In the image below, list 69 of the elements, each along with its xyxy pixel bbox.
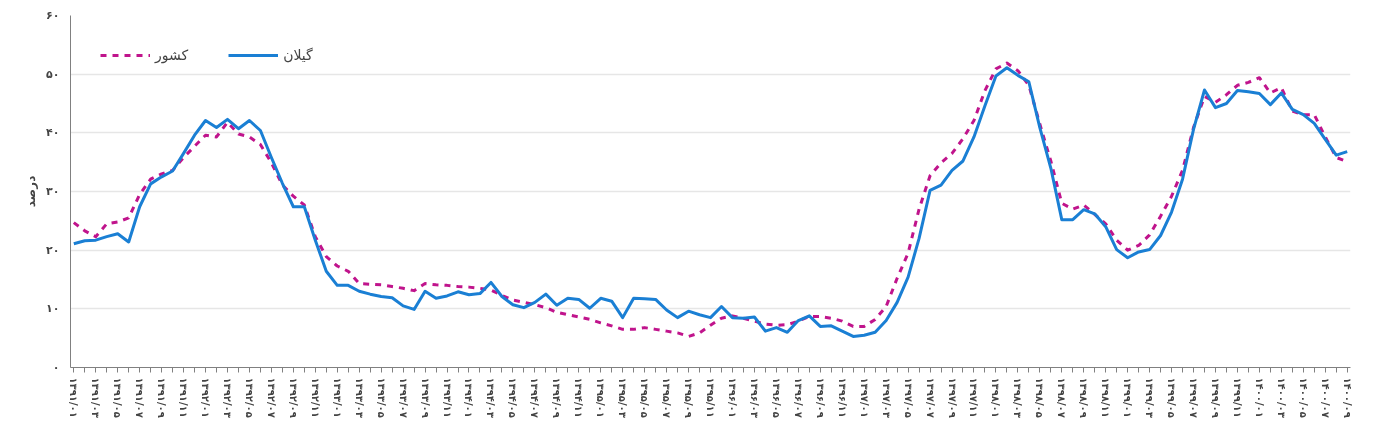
x-tick-label: ۱۳۹۵/۰۹ [683, 377, 695, 418]
x-tick-label: ۱۳۹۴/۰۷ [529, 377, 541, 418]
x-tick-label: ۱۳۹۴/۰۹ [551, 377, 563, 418]
x-tick-label: ۱۴۰۰/۰۷ [1319, 377, 1331, 418]
x-tick-label: ۱۳۹۸/۰۹ [1078, 377, 1090, 418]
x-tick-label: ۱۳۹۸/۰۷ [1056, 377, 1068, 418]
y-tick-label: ۳۰ [46, 185, 60, 198]
legend-label: کشور [155, 47, 189, 63]
x-tick-label: ۱۳۹۷/۰۳ [880, 377, 892, 418]
x-tick-label: ۱۳۹۷/۰۹ [946, 377, 958, 418]
legend-label: گیلان [283, 47, 313, 63]
y-tick-label: ۰ [52, 361, 60, 374]
x-tick-label: ۱۳۹۴/۱۱ [573, 377, 585, 418]
x-tick-label: ۱۳۹۳/۰۵ [375, 377, 387, 418]
y-tick-label: ۵۰ [46, 67, 60, 81]
x-tick-label: ۱۳۹۲/۰۹ [287, 377, 299, 418]
x-tick-label: ۱۳۹۱/۰۷ [134, 377, 146, 418]
x-tick-label: ۱۳۹۶/۰۵ [770, 377, 782, 418]
x-tick-label: ۱۳۹۹/۱۱ [1231, 377, 1243, 418]
y-axis-title: درصد [24, 175, 39, 208]
x-tick-label: ۱۳۹۱/۱۱ [178, 377, 190, 418]
x-tick-label: ۱۳۹۶/۰۳ [748, 377, 760, 418]
x-tick-label: ۱۳۹۵/۰۱ [595, 377, 607, 418]
x-tick-label: ۱۴۰۰/۰۳ [1275, 377, 1287, 418]
x-tick-label: ۱۳۹۲/۰۵ [243, 377, 255, 418]
x-tick-label: ۱۳۹۱/۰۳ [90, 377, 102, 418]
x-tick-label: ۱۳۹۷/۰۵ [902, 377, 914, 418]
x-tick-label: ۱۳۹۵/۰۷ [661, 377, 673, 418]
x-tick-label: ۱۳۹۸/۱۱ [1100, 377, 1112, 418]
x-tick-label: ۱۳۹۴/۰۳ [485, 377, 497, 418]
x-tick-label: ۱۳۹۵/۰۳ [617, 377, 629, 418]
x-tick-label: ۱۳۹۱/۰۵ [112, 377, 124, 418]
x-tick-label: ۱۳۹۳/۰۱ [331, 377, 343, 418]
y-tick-label: ۶۰ [46, 9, 60, 22]
x-tick-label: ۱۳۹۱/۰۱ [68, 377, 80, 418]
x-tick-label: ۱۴۰۰/۰۹ [1341, 377, 1353, 418]
x-tick-label: ۱۳۹۳/۰۷ [397, 377, 409, 418]
x-tick-label: ۱۳۹۲/۰۳ [221, 377, 233, 418]
x-tick-label: ۱۳۹۴/۰۱ [463, 377, 475, 418]
x-tick-label: ۱۳۹۸/۰۱ [990, 377, 1002, 418]
x-tick-label: ۱۳۹۷/۱۱ [968, 377, 980, 418]
x-tick-label: ۱۳۹۳/۰۳ [353, 377, 365, 418]
y-tick-label: ۴۰ [46, 126, 60, 140]
x-tick-label: ۱۳۹۶/۰۹ [814, 377, 826, 418]
x-tick-label: ۱۳۹۲/۰۷ [265, 377, 277, 418]
x-tick-label: ۱۳۹۵/۰۵ [639, 377, 651, 418]
x-tick-label: ۱۳۹۴/۰۵ [507, 377, 519, 418]
x-tick-label: ۱۳۹۸/۰۵ [1034, 377, 1046, 418]
x-tick-label: ۱۴۰۰/۰۵ [1297, 377, 1309, 418]
x-tick-label: ۱۳۹۲/۱۱ [309, 377, 321, 418]
x-tick-label: ۱۳۹۹/۰۵ [1166, 377, 1178, 418]
x-tick-label: ۱۳۹۷/۰۱ [858, 377, 870, 418]
x-tick-label: ۱۳۹۳/۰۹ [419, 377, 431, 418]
y-tick-label: ۲۰ [46, 243, 60, 257]
x-tick-label: ۱۳۹۷/۰۷ [924, 377, 936, 418]
x-tick-label: ۱۳۹۹/۰۷ [1188, 377, 1200, 418]
x-tick-label: ۱۳۹۱/۰۹ [156, 377, 168, 418]
y-tick-label: ۱۰ [46, 302, 60, 316]
x-tick-label: ۱۳۹۹/۰۹ [1209, 377, 1221, 418]
x-tick-label: ۱۴۰۰/۰۱ [1253, 377, 1265, 418]
x-tick-label: ۱۳۹۳/۱۱ [441, 377, 453, 418]
x-tick-label: ۱۳۹۵/۱۱ [705, 377, 716, 418]
x-tick-label: ۱۳۹۹/۰۱ [1122, 377, 1134, 418]
x-tick-label: ۱۳۹۶/۱۱ [836, 377, 848, 418]
x-tick-label: ۱۳۹۸/۰۳ [1012, 377, 1024, 418]
x-tick-label: ۱۳۹۲/۰۱ [200, 377, 212, 418]
x-tick-label: ۱۳۹۶/۰۱ [726, 377, 738, 418]
x-tick-label: ۱۳۹۶/۰۷ [792, 377, 804, 418]
x-tick-label: ۱۳۹۹/۰۳ [1144, 377, 1156, 418]
